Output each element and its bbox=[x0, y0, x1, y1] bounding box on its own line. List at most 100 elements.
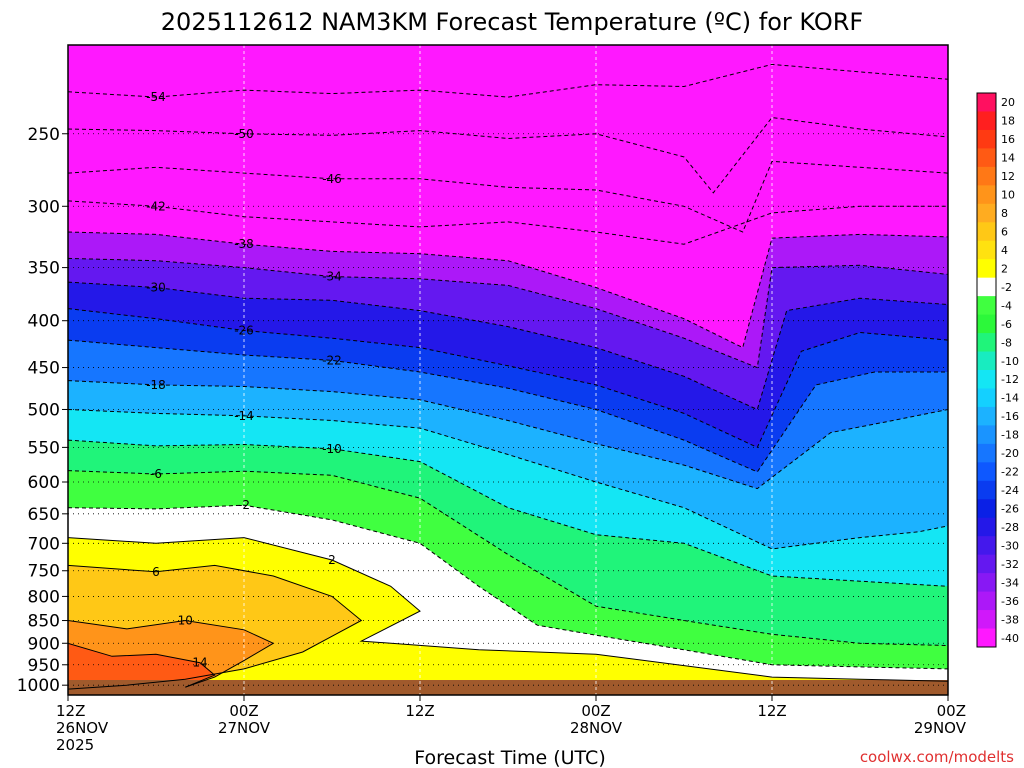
colorbar-label: -8 bbox=[1001, 336, 1012, 349]
y-tick-label: 1000 bbox=[17, 676, 60, 696]
isotherm-label: -10 bbox=[322, 442, 342, 456]
isotherm--14 bbox=[68, 409, 948, 550]
isotherm-label: -54 bbox=[146, 90, 166, 104]
isotherm-label: 2 bbox=[328, 553, 336, 567]
y-tick-label: 400 bbox=[28, 312, 60, 332]
gridlines bbox=[68, 45, 948, 695]
isotherm-label: -18 bbox=[146, 378, 166, 392]
colorbar-swatch bbox=[977, 370, 996, 389]
x-tick-label: 26NOV bbox=[56, 719, 109, 737]
isotherm--34 bbox=[68, 257, 948, 369]
isotherm-10 bbox=[68, 619, 275, 688]
temperature-bands bbox=[68, 45, 948, 695]
isotherm-label: 14 bbox=[192, 656, 207, 670]
y-tick-label: 650 bbox=[28, 505, 60, 525]
isotherm--46 bbox=[68, 160, 948, 233]
colorbar-swatch bbox=[977, 462, 996, 482]
colorbar-swatch bbox=[977, 480, 996, 500]
colorbar-label: -22 bbox=[1001, 466, 1019, 479]
colorbar-label: 2 bbox=[1001, 262, 1008, 275]
x-tick-label: 00Z bbox=[581, 702, 610, 720]
colorbar-label: 20 bbox=[1001, 96, 1015, 109]
colorbar-label: -28 bbox=[1001, 521, 1019, 534]
colorbar-swatch bbox=[977, 573, 996, 593]
colorbar-swatch bbox=[977, 443, 996, 463]
colorbar-label: -12 bbox=[1001, 373, 1019, 386]
colorbar-swatch bbox=[977, 203, 996, 223]
credit-text: coolwx.com/modelts bbox=[860, 748, 1014, 766]
colorbar-label: -4 bbox=[1001, 299, 1012, 312]
isotherm-label: -50 bbox=[234, 127, 254, 141]
colorbar-frame bbox=[976, 92, 997, 648]
isotherm--22 bbox=[68, 339, 948, 473]
colorbar-label: -16 bbox=[1001, 410, 1019, 423]
colorbar-label: -32 bbox=[1001, 558, 1019, 571]
band-below-6 bbox=[68, 565, 948, 695]
isotherm--18 bbox=[68, 380, 948, 490]
colorbar-swatch bbox=[977, 240, 996, 260]
isotherm--42 bbox=[68, 200, 948, 245]
isotherm-label: -6 bbox=[150, 467, 162, 481]
x-tick-label: 29NOV bbox=[914, 719, 967, 737]
isotherm-label: -26 bbox=[234, 324, 254, 338]
colorbar-swatch bbox=[977, 166, 996, 186]
plot-frame bbox=[67, 44, 949, 696]
isotherm--30 bbox=[68, 281, 948, 411]
colorbar-label: -20 bbox=[1001, 447, 1019, 460]
colorbar-swatch bbox=[977, 111, 996, 131]
colorbar-label: -40 bbox=[1001, 632, 1019, 645]
colorbar-label: 16 bbox=[1001, 133, 1015, 146]
colorbar-label: 12 bbox=[1001, 170, 1015, 183]
colorbar-label: 18 bbox=[1001, 115, 1015, 128]
colorbar-label: 6 bbox=[1001, 226, 1008, 239]
colorbar-label: -34 bbox=[1001, 576, 1019, 589]
y-tick-label: 850 bbox=[28, 612, 60, 632]
isotherm-label: -14 bbox=[234, 409, 254, 423]
colorbar-label: -38 bbox=[1001, 613, 1019, 626]
x-tick-label: 00Z bbox=[229, 702, 258, 720]
isotherm-label: -42 bbox=[146, 199, 166, 213]
colorbar-label: -14 bbox=[1001, 392, 1019, 405]
y-axis: 2503003504004505005506006507007508008509… bbox=[17, 125, 68, 696]
colorbar-swatch bbox=[977, 388, 996, 408]
isotherm-2 bbox=[68, 537, 948, 682]
isotherm--50 bbox=[68, 116, 948, 194]
isotherm-contours: -54-50-46-42-38-34-30-26-22-18-14-10-6-2… bbox=[68, 63, 948, 690]
colorbar-label: -10 bbox=[1001, 355, 1019, 368]
colorbar-swatch bbox=[977, 296, 996, 316]
y-tick-label: 550 bbox=[28, 438, 60, 458]
isotherm--10 bbox=[68, 439, 948, 587]
plot-area: -54-50-46-42-38-34-30-26-22-18-14-10-6-2… bbox=[68, 45, 948, 695]
colorbar-label: 10 bbox=[1001, 189, 1015, 202]
colorbar-swatch bbox=[977, 536, 996, 556]
colorbar-swatch bbox=[977, 591, 996, 611]
colorbar-swatch bbox=[977, 93, 996, 112]
isotherm--54 bbox=[68, 63, 948, 98]
y-tick-label: 500 bbox=[28, 400, 60, 420]
isotherm--2 bbox=[68, 504, 948, 670]
colorbar-swatch bbox=[977, 314, 996, 334]
colorbar-label: -26 bbox=[1001, 503, 1019, 516]
colorbar-swatch bbox=[977, 259, 996, 279]
y-tick-label: 600 bbox=[28, 473, 60, 493]
colorbar-swatch bbox=[977, 406, 996, 426]
colorbar-swatch bbox=[977, 628, 996, 648]
colorbar-label: -24 bbox=[1001, 484, 1019, 497]
y-tick-label: 900 bbox=[28, 634, 60, 654]
colorbar-label: -2 bbox=[1001, 281, 1012, 294]
colorbar-swatch bbox=[977, 351, 996, 371]
y-tick-label: 450 bbox=[28, 359, 60, 379]
colorbar-label: -30 bbox=[1001, 539, 1019, 552]
x-axis-title: Forecast Time (UTC) bbox=[414, 747, 605, 768]
y-tick-label: 750 bbox=[28, 562, 60, 582]
x-tick-label: 2025 bbox=[56, 736, 94, 754]
x-tick-label: 00Z bbox=[937, 702, 966, 720]
ground-strip bbox=[68, 680, 948, 695]
colorbar-swatch bbox=[977, 499, 996, 519]
colorbar-swatch bbox=[977, 554, 996, 574]
x-tick-label: 12Z bbox=[757, 702, 786, 720]
chart-title: 2025112612 NAM3KM Forecast Temperature (… bbox=[161, 8, 863, 36]
colorbar-label: 14 bbox=[1001, 152, 1015, 165]
